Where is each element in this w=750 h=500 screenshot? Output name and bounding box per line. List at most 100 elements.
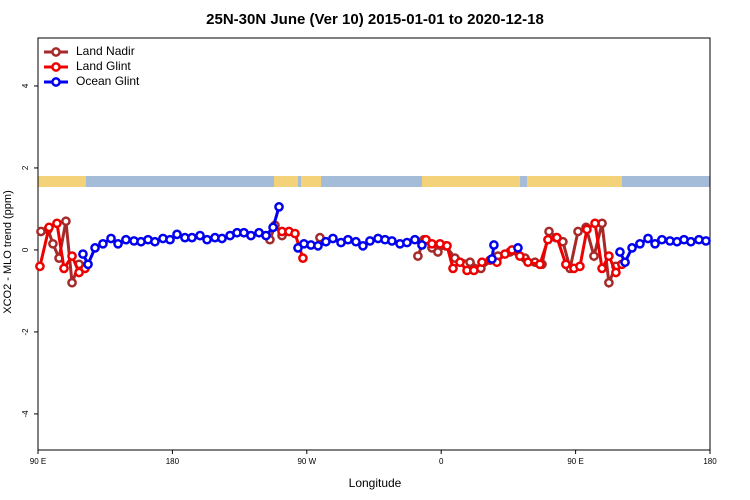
data-point	[365, 236, 375, 246]
data-point	[544, 226, 554, 237]
land-mask-strip	[38, 176, 710, 187]
data-point	[268, 222, 278, 233]
data-point	[500, 249, 510, 259]
legend-marker	[51, 62, 61, 72]
data-point	[635, 238, 645, 249]
data-point	[604, 251, 614, 261]
x-axis-label: Longitude	[349, 476, 402, 490]
land-band	[301, 176, 321, 187]
data-point	[106, 233, 116, 244]
data-point	[351, 236, 361, 247]
data-point	[358, 240, 368, 251]
data-point	[48, 238, 58, 249]
data-point	[543, 234, 553, 245]
data-point	[52, 218, 62, 229]
y-tick-label: -4	[21, 410, 30, 418]
data-point	[44, 222, 54, 233]
data-point	[477, 257, 487, 268]
legend-label: Land Glint	[76, 59, 131, 73]
data-point	[410, 234, 420, 245]
data-point	[413, 251, 423, 261]
data-point	[343, 234, 353, 245]
data-point	[701, 236, 711, 246]
data-point	[328, 233, 338, 244]
data-point	[442, 240, 452, 251]
data-point	[61, 216, 71, 227]
data-point	[620, 257, 630, 268]
x-tick-label: 180	[166, 457, 180, 466]
y-tick-label: 0	[21, 247, 30, 252]
data-point	[246, 230, 256, 241]
data-point	[98, 238, 108, 249]
data-point	[513, 243, 523, 253]
data-point	[469, 265, 479, 276]
data-point	[650, 238, 660, 249]
data-point	[172, 229, 182, 240]
data-point	[657, 234, 667, 245]
data-point	[515, 251, 525, 261]
data-point	[417, 240, 427, 250]
data-point	[643, 233, 653, 244]
data-point	[535, 259, 545, 270]
data-point	[298, 253, 308, 263]
data-point	[313, 240, 323, 251]
data-point	[523, 257, 533, 268]
x-tick-label: 90 E	[567, 457, 583, 466]
y-tick-label: 2	[21, 165, 30, 170]
data-point	[686, 236, 696, 247]
data-point	[187, 232, 197, 243]
x-tick-label: 90 W	[297, 457, 316, 466]
legend-marker	[51, 77, 61, 87]
data-point	[597, 263, 607, 274]
data-point	[113, 238, 123, 249]
data-point	[575, 261, 585, 272]
data-point	[627, 243, 637, 253]
data-point	[387, 236, 397, 246]
data-point	[217, 233, 227, 244]
land-band	[274, 176, 298, 187]
y-axis-label: XCO2 - MLO trend (ppm)	[2, 190, 14, 313]
data-point	[165, 234, 175, 245]
land-band	[38, 176, 86, 187]
x-tick-label: 90 E	[30, 457, 46, 466]
data-point	[465, 257, 475, 268]
x-tick-label: 0	[439, 457, 444, 466]
y-tick-label: 4	[21, 83, 30, 88]
data-point	[150, 236, 160, 247]
data-point	[615, 247, 625, 257]
x-tick-label: 180	[703, 457, 717, 466]
land-band	[527, 176, 622, 187]
legend-marker	[51, 47, 61, 57]
data-point	[67, 251, 77, 261]
data-point	[90, 243, 100, 253]
plot-frame	[37, 37, 711, 451]
data-point	[611, 267, 621, 278]
data-point	[59, 263, 69, 274]
data-point	[261, 230, 271, 241]
data-point	[487, 254, 497, 264]
legend-label: Land Nadir	[76, 44, 135, 58]
data-point	[561, 259, 571, 270]
data-point	[590, 218, 600, 229]
land-band	[422, 176, 520, 187]
data-point	[604, 277, 614, 288]
data-point	[552, 232, 562, 243]
y-tick-label: -2	[21, 328, 30, 336]
chart-title: 25N-30N June (Ver 10) 2015-01-01 to 2020…	[206, 11, 544, 28]
ocean-band	[38, 176, 710, 187]
legend-label: Ocean Glint	[76, 74, 140, 88]
data-point	[402, 237, 412, 248]
data-point	[455, 257, 465, 268]
data-point	[433, 247, 443, 257]
data-point	[83, 259, 93, 270]
data-point	[290, 228, 300, 239]
data-point	[35, 261, 45, 272]
data-point	[274, 202, 284, 212]
data-point	[78, 249, 88, 259]
data-point	[489, 240, 499, 250]
data-point	[121, 234, 131, 245]
data-point	[427, 238, 437, 249]
